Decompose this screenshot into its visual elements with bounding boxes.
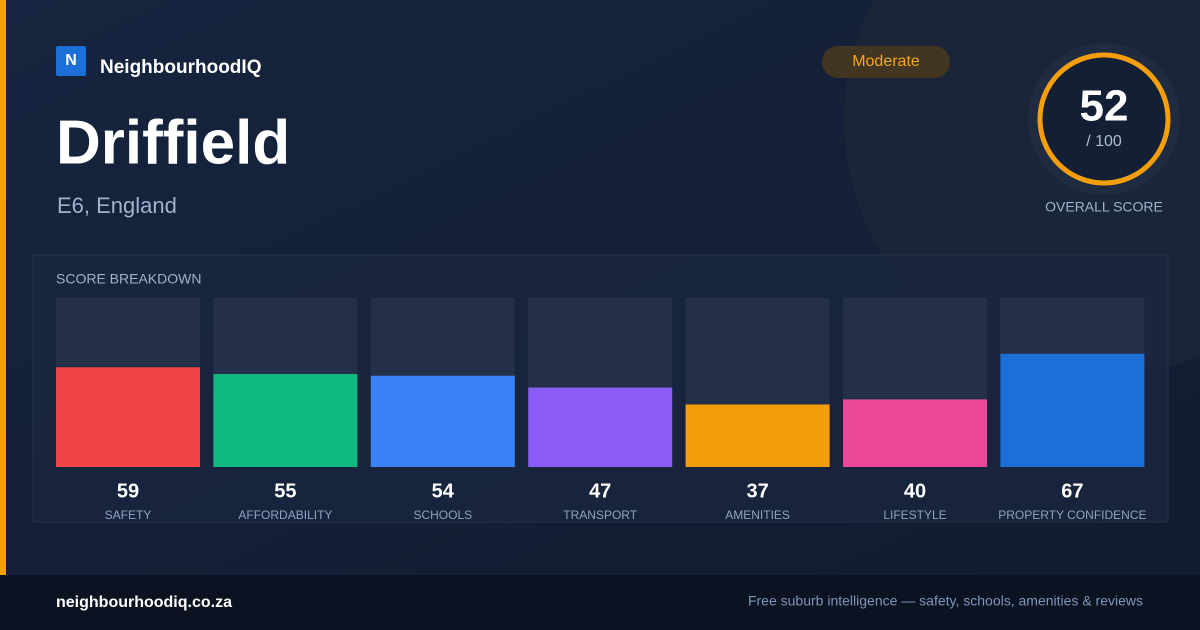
- bar-value: 67: [1061, 480, 1083, 502]
- bar-value: 54: [432, 480, 455, 502]
- bar-value: 59: [117, 480, 139, 502]
- bar: [843, 399, 987, 467]
- bar-value: 55: [274, 480, 296, 502]
- bar-label: SCHOOLS: [413, 508, 472, 522]
- footer-site: neighbourhoodiq.co.za: [56, 594, 232, 611]
- bar-label: SAFETY: [105, 508, 152, 522]
- accent-stripe: [0, 0, 6, 575]
- bar-label: PROPERTY CONFIDENCE: [998, 508, 1146, 522]
- bar-value: 47: [589, 480, 611, 502]
- logo: [56, 46, 86, 76]
- bar: [213, 374, 358, 467]
- overall-label: OVERALL SCORE: [1045, 199, 1163, 215]
- bar: [1000, 353, 1145, 467]
- bar-label: AFFORDABILITY: [238, 508, 332, 522]
- bar: [528, 387, 673, 467]
- bar: [685, 404, 830, 467]
- bar: [370, 375, 515, 467]
- bar: [56, 367, 200, 467]
- badge: [822, 46, 950, 78]
- title: Driffield: [56, 108, 290, 177]
- logo-letter: N: [65, 52, 77, 69]
- overall-score: 52: [1080, 82, 1129, 131]
- footer-tagline: Free suburb intelligence — safety, schoo…: [748, 593, 1143, 609]
- bar-label: TRANSPORT: [563, 508, 637, 522]
- brand-name: NeighbourhoodIQ: [100, 57, 261, 78]
- score-ring: [1037, 52, 1171, 186]
- badge-text: Moderate: [852, 53, 920, 70]
- overall-max: / 100: [1086, 133, 1122, 150]
- location: E6, England: [57, 193, 177, 218]
- bar-value: 37: [746, 480, 768, 502]
- bar-label: LIFESTYLE: [883, 508, 946, 522]
- footer: [0, 575, 1200, 630]
- breakdown-title: SCORE BREAKDOWN: [56, 271, 201, 287]
- bar-label: AMENITIES: [725, 508, 790, 522]
- bar-value: 40: [904, 480, 926, 502]
